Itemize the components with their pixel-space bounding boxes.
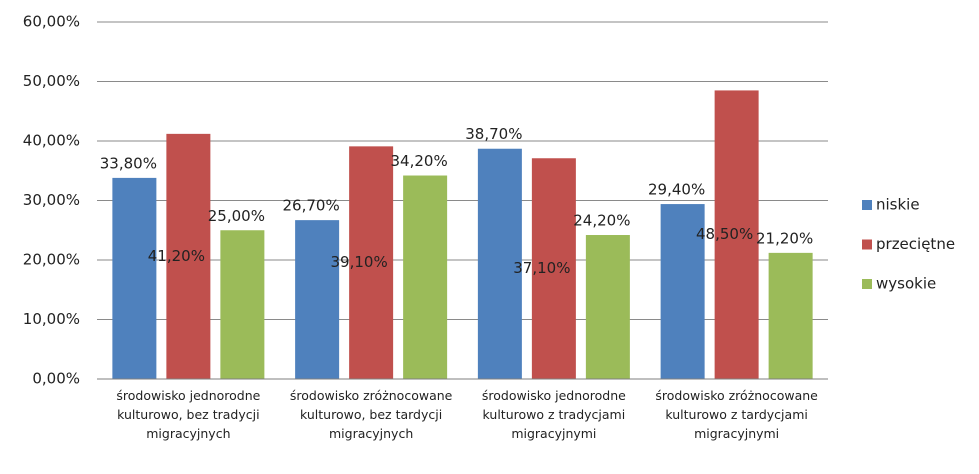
y-tick-label: 10,00% xyxy=(23,310,80,328)
legend-label: niskie xyxy=(876,196,920,214)
data-label: 26,70% xyxy=(283,197,340,215)
legend-label: wysokie xyxy=(876,275,936,293)
legend-swatch xyxy=(862,239,872,250)
bar xyxy=(349,146,394,379)
y-tick-label: 0,00% xyxy=(32,370,80,388)
data-label: 48,50% xyxy=(696,225,753,243)
y-tick-label: 40,00% xyxy=(23,132,80,150)
data-label: 39,10% xyxy=(331,253,388,271)
bar xyxy=(166,133,211,379)
y-tick-label: 60,00% xyxy=(23,13,80,31)
y-tick-label: 50,00% xyxy=(23,72,80,90)
bar xyxy=(403,175,448,379)
y-tick-label: 20,00% xyxy=(23,251,80,269)
x-tick-label: środowisko jednorodne kulturowo z tradyc… xyxy=(481,388,626,441)
data-label: 29,40% xyxy=(648,181,705,199)
legend-label: przeciętne xyxy=(876,235,955,253)
bar xyxy=(531,158,576,379)
bar xyxy=(295,220,340,379)
bar xyxy=(477,148,522,379)
x-tick-label: środowisko zróżnocowane kulturowo z tard… xyxy=(655,388,818,441)
data-label: 41,20% xyxy=(148,247,205,265)
bar xyxy=(660,204,705,379)
data-label: 21,20% xyxy=(756,229,813,247)
data-label: 25,00% xyxy=(208,207,265,225)
x-tick-label: środowisko jednorodne kulturowo, bez tra… xyxy=(116,388,261,441)
legend-swatch xyxy=(862,279,872,289)
bar xyxy=(768,252,813,379)
data-label: 37,10% xyxy=(513,259,570,277)
legend-swatch xyxy=(862,200,872,210)
bar xyxy=(112,177,157,379)
bar xyxy=(585,235,630,379)
data-label: 34,20% xyxy=(391,152,448,170)
x-tick-label: środowisko zróżnocowane kulturowo, bez t… xyxy=(289,388,453,441)
data-label: 38,70% xyxy=(465,125,522,143)
data-label: 24,20% xyxy=(573,212,630,230)
data-label: 33,80% xyxy=(100,154,157,172)
bar xyxy=(714,90,759,380)
y-tick-label: 30,00% xyxy=(23,191,80,209)
bar xyxy=(220,230,265,379)
